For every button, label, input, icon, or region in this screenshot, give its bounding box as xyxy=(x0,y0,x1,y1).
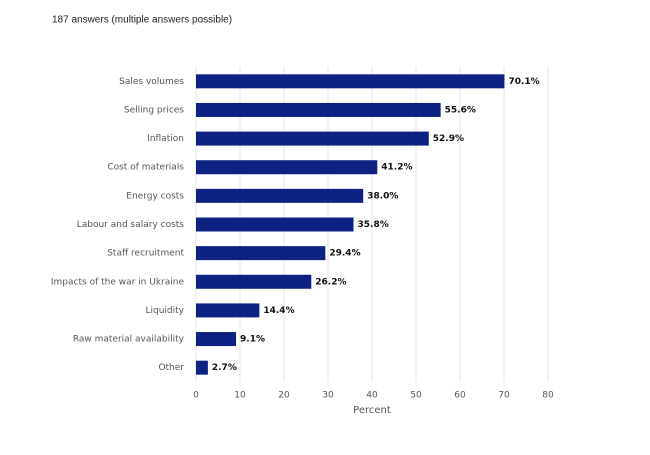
value-label: 9.1% xyxy=(240,335,265,345)
y-tick-label: Raw material availability xyxy=(73,335,185,345)
value-label: 26.2% xyxy=(315,277,346,287)
bar xyxy=(196,188,364,203)
value-label: 2.7% xyxy=(212,363,237,373)
value-label: 38.0% xyxy=(367,191,398,201)
y-tick-label: Selling prices xyxy=(124,105,184,115)
bar xyxy=(196,131,429,146)
y-tick-label: Other xyxy=(158,363,184,373)
bar xyxy=(196,217,354,232)
y-tick-label: Impacts of the war in Ukraine xyxy=(51,277,185,287)
y-tick-label: Inflation xyxy=(147,134,184,144)
x-axis-label: Percent xyxy=(353,405,391,416)
chart-subtitle: 187 answers (multiple answers possible) xyxy=(52,15,232,26)
x-tick-label: 50 xyxy=(410,391,422,401)
bar xyxy=(196,74,505,89)
y-tick-label: Labour and salary costs xyxy=(77,220,185,230)
x-tick-label: 40 xyxy=(366,391,378,401)
bar xyxy=(196,274,312,289)
value-label: 14.4% xyxy=(263,306,294,316)
y-tick-label: Sales volumes xyxy=(119,77,184,87)
bar xyxy=(196,360,208,375)
value-label: 35.8% xyxy=(358,220,389,230)
y-tick-label: Energy costs xyxy=(126,191,184,201)
bar xyxy=(196,332,237,347)
bar xyxy=(196,303,260,318)
bar xyxy=(196,246,326,261)
x-tick-label: 80 xyxy=(542,391,554,401)
value-label: 29.4% xyxy=(329,249,360,259)
x-tick-label: 60 xyxy=(454,391,466,401)
y-tick-label: Staff recruitment xyxy=(107,249,184,259)
value-label: 41.2% xyxy=(381,163,412,173)
bar xyxy=(196,102,441,117)
value-label: 55.6% xyxy=(445,105,476,115)
bar xyxy=(196,160,378,175)
x-tick-label: 10 xyxy=(234,391,246,401)
y-tick-label: Liquidity xyxy=(145,306,184,316)
value-label: 52.9% xyxy=(433,134,464,144)
value-label: 70.1% xyxy=(508,77,539,87)
x-tick-label: 20 xyxy=(278,391,290,401)
x-tick-label: 30 xyxy=(322,391,334,401)
y-tick-label: Cost of materials xyxy=(107,163,184,173)
x-tick-label: 0 xyxy=(193,391,199,401)
x-tick-label: 70 xyxy=(498,391,510,401)
